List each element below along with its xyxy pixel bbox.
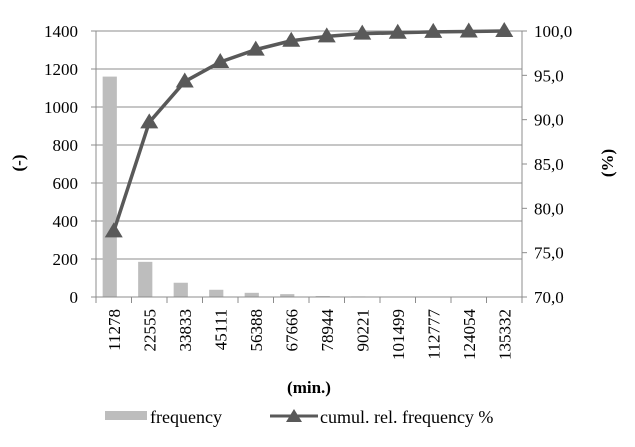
cumulative-frequency-line <box>112 29 505 232</box>
line-series <box>104 22 514 238</box>
y-axis-left-title: (-) <box>9 155 28 172</box>
bar-frequency-67666 <box>280 294 295 297</box>
y-right-tick-label: 85,0 <box>534 155 564 174</box>
x-tick-label: 22555 <box>140 309 159 352</box>
x-tick-label: 135332 <box>495 309 514 360</box>
cumulative-point-33833 <box>175 72 194 88</box>
y-left-tick-label: 200 <box>53 250 79 269</box>
x-tick-label: 90221 <box>353 309 372 352</box>
y-right-tick-label: 100,0 <box>534 22 572 41</box>
y-axis-right-title: (%) <box>598 149 617 177</box>
cumulative-point-56388 <box>246 40 265 56</box>
cumulative-point-11278 <box>104 222 123 238</box>
legend-cumulative-label: cumul. rel. frequency % <box>320 407 493 427</box>
x-tick-label: 101499 <box>389 309 408 360</box>
legend-cumulative-triangle-icon <box>286 409 302 422</box>
cumulative-point-78944 <box>317 27 336 43</box>
bar-frequency-56388 <box>244 292 259 297</box>
legend-frequency-swatch <box>105 411 147 420</box>
x-tick-label: 56388 <box>247 309 266 352</box>
y-left-tick-label: 1400 <box>44 22 78 41</box>
tick-labels: 0 200 400 600 800 1000 1200 1400 70,0 75,0 80,0 85,… <box>44 22 572 360</box>
y-right-tick-label: 90,0 <box>534 111 564 130</box>
y-left-tick-label: 400 <box>53 212 79 231</box>
y-right-tick-label: 95,0 <box>534 66 564 85</box>
bar-frequency-11278 <box>102 76 117 297</box>
x-axis-title: (min.) <box>287 378 331 397</box>
y-left-tick-label: 1000 <box>44 98 78 117</box>
x-tick-label: 11278 <box>105 309 124 351</box>
cumulative-point-124054 <box>459 22 478 38</box>
y-right-tick-label: 70,0 <box>534 288 564 307</box>
cumulative-point-22555 <box>140 113 159 129</box>
y-left-tick-label: 800 <box>53 136 79 155</box>
cumulative-point-90221 <box>353 24 372 40</box>
bar-frequency-33833 <box>173 282 188 297</box>
cumulative-point-135332 <box>495 22 514 37</box>
x-tick-label: 45111 <box>211 309 230 350</box>
x-tick-label: 124054 <box>460 309 479 361</box>
cumulative-point-101499 <box>388 23 407 39</box>
cumulative-point-112777 <box>424 22 443 38</box>
bar-frequency-45111 <box>209 289 224 297</box>
y-right-tick-label: 80,0 <box>534 199 564 218</box>
y-left-tick-label: 600 <box>53 174 79 193</box>
cumulative-point-45111 <box>211 53 230 69</box>
y-left-tick-label: 1200 <box>44 60 78 79</box>
gridlines <box>96 30 522 260</box>
x-tick-label: 112777 <box>424 309 443 360</box>
axes <box>91 30 527 303</box>
bar-frequency-22555 <box>138 261 153 297</box>
x-tick-label: 67666 <box>282 309 301 352</box>
legend: frequency cumul. rel. frequency % <box>105 407 493 427</box>
x-tick-label: 33833 <box>176 309 195 352</box>
y-left-tick-label: 0 <box>70 288 79 307</box>
x-tick-label: 78944 <box>318 309 337 352</box>
bar-series <box>102 76 508 297</box>
legend-frequency-label: frequency <box>150 407 222 427</box>
cumulative-point-67666 <box>282 31 301 47</box>
y-right-tick-label: 75,0 <box>534 244 564 263</box>
